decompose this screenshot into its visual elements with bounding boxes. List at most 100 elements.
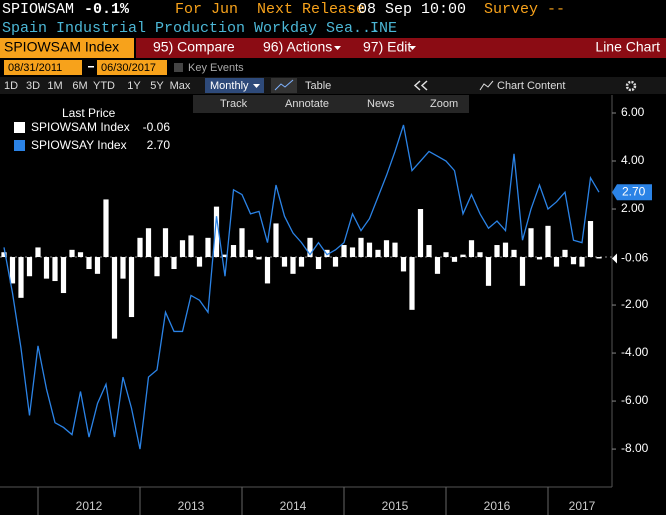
line-icon: [274, 79, 294, 91]
change: -0.1%: [84, 1, 130, 18]
bar: [205, 237, 211, 258]
period: For Jun: [175, 1, 238, 18]
menu-item[interactable]: 97) Edit: [363, 39, 411, 55]
bar: [579, 257, 585, 267]
frequency[interactable]: Monthly: [210, 80, 249, 92]
tool[interactable]: Track: [220, 98, 248, 110]
bar: [341, 245, 347, 258]
chart-content-icon: [479, 80, 494, 91]
range-button[interactable]: 1M: [47, 80, 62, 92]
bar: [35, 247, 41, 258]
description: Spain Industrial Production Workday Sea.…: [2, 20, 380, 37]
legend-value: 2.70: [147, 138, 171, 152]
bar: [128, 257, 135, 318]
bar: [69, 249, 75, 258]
bar: [451, 257, 458, 262]
security[interactable]: SPIOWSAM Index: [4, 39, 119, 55]
x-tick-label: 2014: [280, 499, 307, 513]
collapse-icon[interactable]: [413, 80, 428, 91]
range-button[interactable]: YTD: [93, 80, 115, 92]
checkbox[interactable]: [174, 63, 183, 72]
bar: [332, 257, 339, 267]
bar: [307, 237, 313, 258]
bar: [426, 245, 432, 258]
bar: [468, 240, 475, 258]
bar: [239, 228, 245, 258]
bar: [196, 257, 203, 267]
frequency-button[interactable]: [205, 78, 264, 93]
bar: [349, 247, 356, 258]
menu-item[interactable]: 96) Actions: [263, 39, 332, 55]
bar: [528, 228, 534, 258]
start-date[interactable]: 08/31/2011: [8, 62, 62, 74]
dropdown-icon: [334, 46, 341, 50]
bar: [409, 257, 415, 310]
range-button[interactable]: Max: [170, 80, 191, 92]
bar: [358, 237, 364, 258]
bar: [162, 228, 169, 258]
tool-bar: [193, 95, 469, 113]
next-release-label: Next Release: [257, 1, 365, 18]
table[interactable]: Table: [305, 80, 331, 92]
settings-icon[interactable]: [625, 80, 637, 92]
source: INE: [370, 20, 397, 37]
bar: [111, 257, 118, 339]
dash: [88, 66, 94, 68]
bar: [383, 240, 390, 258]
bar: [553, 257, 560, 267]
bar: [290, 257, 296, 274]
bar: [43, 257, 50, 279]
bar: [460, 254, 466, 258]
bar: [94, 257, 101, 274]
bar: [298, 257, 305, 267]
menu-item[interactable]: 95) Compare: [153, 39, 235, 55]
next-release: 08 Sep 10:00: [358, 1, 466, 18]
line: [3, 124, 600, 450]
tool[interactable]: Annotate: [285, 98, 329, 110]
legend-label: SPIOWSAM Index: [31, 120, 130, 134]
bar: [434, 257, 441, 274]
bar: [213, 206, 220, 258]
range-button[interactable]: 5Y: [150, 80, 164, 92]
y-tick-label: -6.00: [621, 393, 649, 407]
last-value: -0.06: [621, 251, 649, 265]
bar: [485, 257, 492, 286]
range-button[interactable]: 3D: [26, 80, 40, 92]
bar: [222, 254, 228, 258]
bar: [52, 257, 58, 282]
key-events[interactable]: Key Events: [188, 62, 244, 74]
bar: [188, 235, 194, 258]
view[interactable]: Line Chart: [595, 39, 660, 55]
security-box[interactable]: [0, 38, 134, 58]
tool[interactable]: Zoom: [430, 98, 458, 110]
tool[interactable]: News: [367, 98, 395, 110]
legend-swatch: [14, 140, 25, 151]
bar: [103, 199, 109, 258]
last-marker: [612, 253, 617, 264]
ticker: SPIOWSAM: [2, 1, 74, 18]
bar: [230, 245, 237, 258]
bar: [18, 257, 24, 298]
range-button[interactable]: 1D: [4, 80, 18, 92]
bar: [273, 223, 279, 258]
bar: [315, 257, 322, 270]
dropdown-icon: [253, 84, 260, 88]
bar: [443, 252, 449, 258]
y-tick-label: 6.00: [621, 105, 645, 119]
range-button[interactable]: 6M: [72, 80, 87, 92]
range-button[interactable]: 1Y: [127, 80, 141, 92]
bar: [596, 257, 602, 259]
bar: [400, 257, 407, 272]
date-input[interactable]: [4, 60, 82, 75]
bar: [247, 249, 254, 258]
bar: [562, 249, 568, 258]
y-tick-label: -4.00: [621, 345, 649, 359]
bar: [86, 257, 92, 270]
end-date[interactable]: 06/30/2017: [101, 62, 156, 74]
bar: [137, 237, 143, 258]
y-tick-label: 4.00: [621, 153, 645, 167]
date-input[interactable]: [97, 60, 167, 75]
chart-content[interactable]: Chart Content: [497, 80, 565, 92]
range-bar: [0, 77, 666, 94]
